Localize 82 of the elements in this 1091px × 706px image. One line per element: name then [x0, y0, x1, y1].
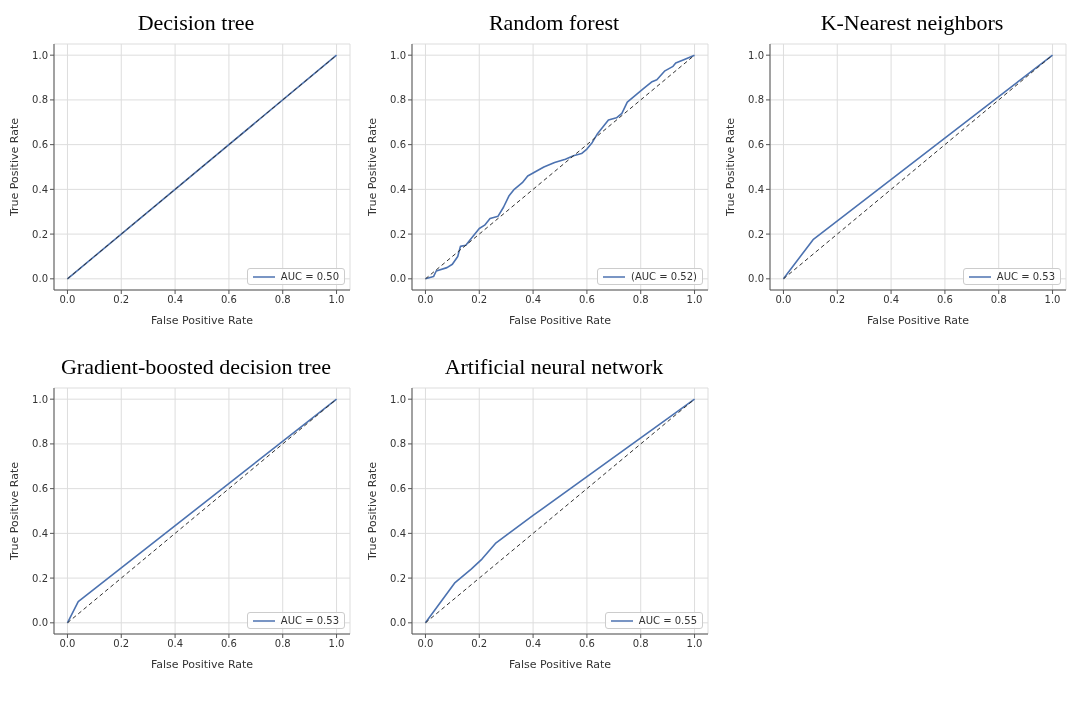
y-tick-label: 0.8 — [390, 438, 406, 450]
x-axis-title: False Positive Rate — [508, 314, 612, 327]
x-tick-label: 0.4 — [525, 294, 542, 306]
x-tick-label: 0.8 — [632, 638, 649, 650]
legend-label: AUC = 0.50 — [280, 271, 339, 282]
x-tick-label: 1.0 — [1044, 294, 1061, 306]
y-axis-title: True Positive Rate — [365, 461, 379, 561]
legend-label: AUC = 0.53 — [280, 615, 339, 626]
y-tick-label: 1.0 — [748, 49, 764, 61]
x-axis-title: False Positive Rate — [508, 658, 612, 671]
y-tick-label: 0.8 — [32, 438, 48, 450]
y-tick-label: 0.6 — [32, 139, 48, 151]
x-tick-label: 0.4 — [525, 638, 542, 650]
x-axis-title: False Positive Rate — [150, 314, 254, 327]
y-tick-label: 0.4 — [390, 183, 406, 195]
x-tick-label: 0.8 — [990, 294, 1007, 306]
y-tick-label: 0.2 — [32, 572, 48, 584]
y-tick-label: 0.2 — [748, 228, 764, 240]
x-tick-label: 0.0 — [59, 294, 76, 306]
x-tick-label: 0.6 — [220, 294, 237, 306]
x-tick-label: 0.2 — [471, 294, 488, 306]
y-tick-label: 0.8 — [32, 94, 48, 106]
line-series — [424, 54, 696, 280]
y-tick-label: 1.0 — [390, 49, 406, 61]
y-tick-label: 1.0 — [32, 49, 48, 61]
y-tick-label: 0.6 — [32, 483, 48, 495]
y-tick-label: 0.6 — [390, 139, 406, 151]
chart-title: Artificial neural network — [443, 353, 665, 381]
x-tick-label: 0.0 — [417, 294, 434, 306]
y-tick-label: 0.4 — [748, 183, 764, 195]
x-tick-label: 1.0 — [686, 294, 703, 306]
y-tick-label: 0.2 — [390, 572, 406, 584]
x-tick-label: 0.4 — [167, 638, 184, 650]
x-tick-label: 0.6 — [578, 638, 595, 650]
x-tick-label: 0.0 — [775, 294, 792, 306]
x-tick-label: 0.2 — [113, 294, 130, 306]
x-tick-label: 1.0 — [328, 294, 345, 306]
x-tick-label: 0.0 — [417, 638, 434, 650]
chart-title: Random forest — [487, 9, 621, 37]
x-tick-label: 0.2 — [471, 638, 488, 650]
x-tick-label: 0.2 — [113, 638, 130, 650]
x-tick-label: 1.0 — [328, 638, 345, 650]
chart-title: K-Nearest neighbors — [819, 9, 1005, 37]
y-tick-label: 0.8 — [390, 94, 406, 106]
x-tick-label: 0.8 — [274, 638, 291, 650]
x-tick-label: 0.8 — [632, 294, 649, 306]
y-tick-label: 0.0 — [390, 273, 406, 285]
x-tick-label: 0.6 — [936, 294, 953, 306]
x-tick-label: 0.4 — [167, 294, 184, 306]
legend-label: AUC = 0.55 — [638, 615, 697, 626]
x-tick-label: 0.4 — [883, 294, 900, 306]
x-tick-label: 0.6 — [220, 638, 237, 650]
y-tick-label: 0.0 — [390, 617, 406, 629]
x-tick-label: 0.2 — [829, 294, 846, 306]
x-axis-title: False Positive Rate — [866, 314, 970, 327]
legend-label: (AUC = 0.52) — [631, 271, 697, 282]
x-axis-title: False Positive Rate — [150, 658, 254, 671]
y-tick-label: 0.0 — [748, 273, 764, 285]
y-tick-label: 0.0 — [32, 273, 48, 285]
y-tick-label: 1.0 — [390, 393, 406, 405]
y-axis-title: True Positive Rate — [365, 117, 379, 217]
x-tick-label: 0.6 — [578, 294, 595, 306]
y-tick-label: 0.6 — [748, 139, 764, 151]
line-series — [424, 398, 696, 624]
y-tick-label: 0.2 — [390, 228, 406, 240]
y-tick-label: 0.0 — [32, 617, 48, 629]
y-tick-label: 0.6 — [390, 483, 406, 495]
chart-title: Decision tree — [136, 9, 256, 37]
y-axis-title: True Positive Rate — [7, 117, 21, 217]
chart-title: Gradient-boosted decision tree — [60, 353, 332, 381]
y-axis-title: True Positive Rate — [7, 461, 21, 561]
y-tick-label: 0.4 — [390, 527, 406, 539]
y-axis-title: True Positive Rate — [723, 117, 737, 217]
y-tick-label: 0.4 — [32, 527, 48, 539]
x-tick-label: 1.0 — [686, 638, 703, 650]
x-tick-label: 0.8 — [274, 294, 291, 306]
y-tick-label: 0.4 — [32, 183, 48, 195]
legend-label: AUC = 0.53 — [996, 271, 1055, 282]
y-tick-label: 0.8 — [748, 94, 764, 106]
y-tick-label: 1.0 — [32, 393, 48, 405]
x-tick-label: 0.0 — [59, 638, 76, 650]
y-tick-label: 0.2 — [32, 228, 48, 240]
